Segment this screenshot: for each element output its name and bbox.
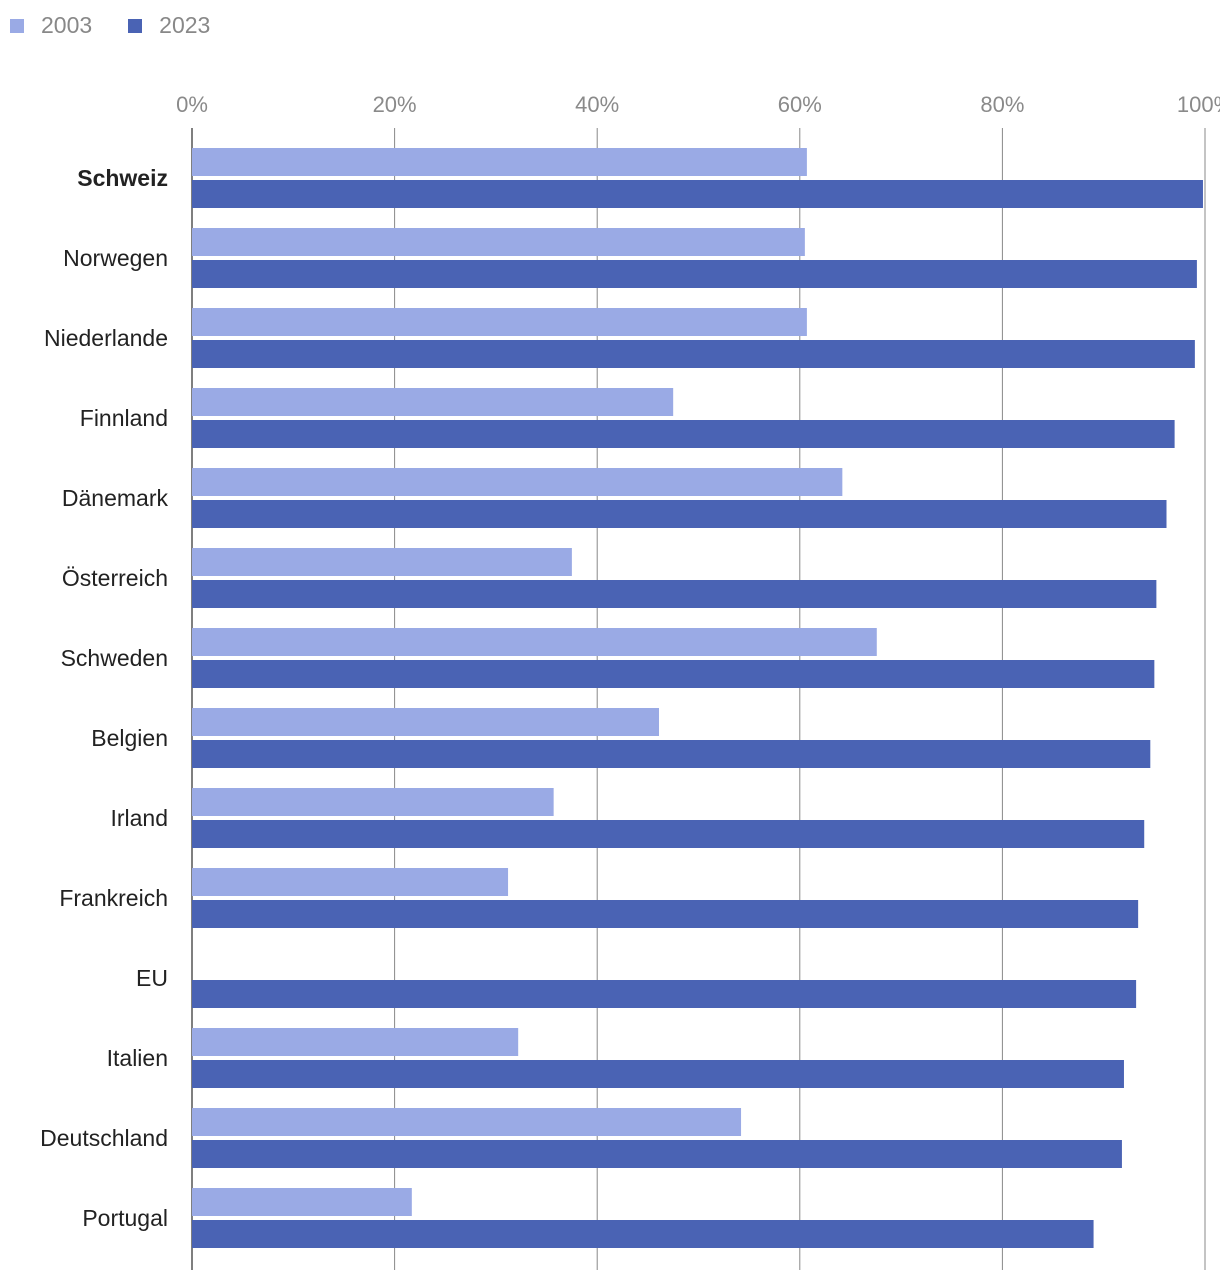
bar-2023	[192, 500, 1167, 528]
bar-2023	[192, 820, 1145, 848]
category-label: Irland	[110, 805, 168, 831]
category-label: Norwegen	[63, 245, 168, 271]
bar-2023	[192, 260, 1197, 288]
bar-2023	[192, 1140, 1122, 1168]
bar-2023	[192, 900, 1139, 928]
bar-2003	[192, 308, 807, 336]
category-label: Portugal	[82, 1205, 168, 1231]
category-label: Dänemark	[62, 485, 169, 511]
bar-2023	[192, 740, 1151, 768]
x-tick-label: 80%	[980, 92, 1024, 117]
category-label: Italien	[107, 1045, 168, 1071]
x-tick-label: 0%	[176, 92, 208, 117]
bar-2003	[192, 468, 843, 496]
bar-2003	[192, 628, 877, 656]
bar-2023	[192, 580, 1157, 608]
bar-2003	[192, 1108, 742, 1136]
bar-2003	[192, 388, 674, 416]
x-tick-label: 40%	[575, 92, 619, 117]
category-label: Schweden	[61, 645, 168, 671]
bar-2003	[192, 548, 572, 576]
category-label: Deutschland	[40, 1125, 168, 1151]
legend-swatch-2023	[128, 18, 143, 33]
bar-2003	[192, 148, 807, 176]
x-tick-label: 20%	[373, 92, 417, 117]
category-label: Finnland	[80, 405, 168, 431]
legend-label-2023: 2023	[159, 12, 211, 38]
legend: 2003 2023	[10, 12, 246, 39]
bar-2003	[192, 708, 659, 736]
category-label: Belgien	[91, 725, 168, 751]
bar-2023	[192, 1220, 1094, 1248]
bar-2023	[192, 420, 1175, 448]
category-label: Österreich	[62, 565, 168, 591]
bar-2023	[192, 980, 1137, 1008]
bar-2023	[192, 660, 1155, 688]
category-label: Niederlande	[44, 325, 168, 351]
legend-item-2023[interactable]: 2023	[128, 12, 210, 39]
bar-2003	[192, 1188, 412, 1216]
legend-label-2003: 2003	[41, 12, 93, 38]
category-label: Schweiz	[77, 165, 168, 191]
legend-item-2003[interactable]: 2003	[10, 12, 92, 39]
x-tick-label: 100%	[1177, 92, 1220, 117]
category-label: EU	[136, 965, 168, 991]
bar-2003	[192, 1028, 519, 1056]
category-label: Frankreich	[59, 885, 168, 911]
bar-2003	[192, 228, 805, 256]
bar-2023	[192, 340, 1195, 368]
bar-2003	[192, 868, 509, 896]
bar-2023	[192, 1060, 1124, 1088]
legend-swatch-2003	[10, 18, 24, 33]
x-tick-label: 60%	[778, 92, 822, 117]
bar-2003	[192, 788, 554, 816]
bar-2023	[192, 180, 1203, 208]
